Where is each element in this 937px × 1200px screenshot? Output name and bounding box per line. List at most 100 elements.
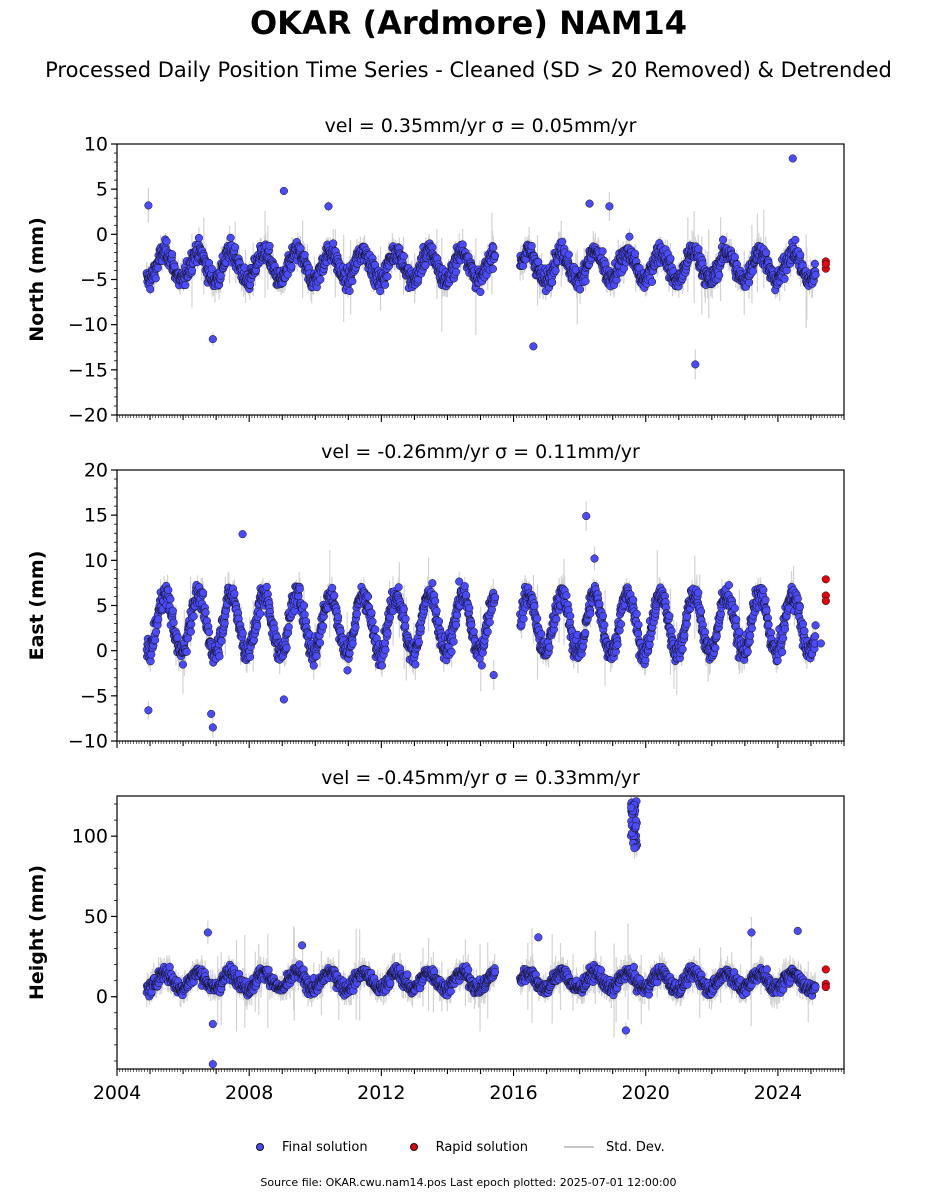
final-point xyxy=(299,601,309,610)
final-point xyxy=(328,583,337,592)
final-point xyxy=(282,643,291,652)
final-point xyxy=(300,250,309,260)
final-point xyxy=(154,615,163,624)
plot-area xyxy=(142,154,830,380)
final-point xyxy=(367,608,376,617)
final-point xyxy=(416,624,425,633)
final-solution-points xyxy=(142,512,825,732)
final-point xyxy=(730,253,739,262)
final-point xyxy=(376,287,385,296)
rapid-point xyxy=(821,260,830,269)
final-point xyxy=(287,262,296,271)
final-point xyxy=(489,243,498,252)
final-point xyxy=(434,617,444,626)
final-point xyxy=(231,243,240,252)
final-point xyxy=(715,271,724,280)
y-tick-label: 5 xyxy=(96,179,108,201)
final-point xyxy=(551,266,560,275)
final-point xyxy=(810,259,819,268)
final-point xyxy=(312,651,321,661)
final-point xyxy=(691,360,700,369)
final-point xyxy=(383,272,392,281)
final-point xyxy=(217,637,226,646)
y-tick-label: −15 xyxy=(68,359,108,381)
final-point xyxy=(431,596,440,606)
final-point xyxy=(401,614,410,623)
final-point xyxy=(534,257,543,267)
y-tick-label: −5 xyxy=(80,269,108,291)
figure-title: OKAR (Ardmore) NAM14 xyxy=(249,4,688,42)
final-point xyxy=(178,660,187,669)
final-point xyxy=(694,244,703,253)
final-point xyxy=(187,266,197,275)
final-point xyxy=(465,603,474,613)
final-point xyxy=(399,605,408,614)
final-point xyxy=(207,264,216,273)
final-point xyxy=(558,237,567,246)
final-point xyxy=(399,252,408,261)
final-point xyxy=(194,233,203,243)
final-point xyxy=(381,645,390,654)
final-point xyxy=(146,657,155,666)
panel-title: vel = 0.35mm/yr σ = 0.05mm/yr xyxy=(325,115,637,137)
final-point xyxy=(548,278,557,287)
final-solution-points xyxy=(142,154,820,369)
final-point xyxy=(343,666,352,675)
final-point xyxy=(300,610,309,619)
final-point xyxy=(351,623,360,632)
final-point xyxy=(226,233,235,242)
final-point xyxy=(215,652,224,661)
final-point xyxy=(296,244,305,253)
final-point xyxy=(181,281,190,290)
final-point xyxy=(428,579,437,588)
final-point xyxy=(411,660,420,669)
panel-north: 10 5 0 −5 −10 −15 −20 vel = 0.35mm/yr σ = 0.05m… xyxy=(26,115,845,427)
final-point xyxy=(460,582,469,591)
final-point xyxy=(368,617,377,626)
final-point xyxy=(383,629,392,638)
final-point xyxy=(452,267,461,276)
final-point xyxy=(238,629,247,638)
final-point xyxy=(469,627,478,636)
final-point xyxy=(153,263,162,272)
final-point xyxy=(564,250,573,259)
final-point xyxy=(811,270,820,279)
final-point xyxy=(315,638,325,647)
final-point xyxy=(796,250,805,259)
final-point xyxy=(352,609,361,618)
final-point xyxy=(762,248,771,257)
final-point xyxy=(334,612,343,622)
final-point xyxy=(748,267,757,276)
final-point xyxy=(647,277,657,286)
final-point xyxy=(455,577,464,586)
final-point xyxy=(348,639,357,648)
final-point xyxy=(146,285,155,294)
final-point xyxy=(625,232,634,241)
final-point xyxy=(605,202,614,211)
final-point xyxy=(329,239,338,248)
y-tick-label: 10 xyxy=(84,134,108,156)
final-point xyxy=(246,652,255,661)
final-point xyxy=(182,647,191,656)
final-point xyxy=(199,588,208,597)
final-point xyxy=(780,274,789,283)
final-point xyxy=(394,583,403,592)
final-point xyxy=(201,608,210,617)
final-point xyxy=(598,247,607,256)
final-point xyxy=(168,250,177,259)
final-point xyxy=(279,186,288,196)
final-point xyxy=(529,342,538,351)
final-point xyxy=(144,201,153,210)
final-point xyxy=(173,633,182,642)
final-point xyxy=(183,634,192,643)
final-point xyxy=(666,254,675,263)
final-point xyxy=(467,620,476,629)
final-point xyxy=(585,199,594,208)
final-point xyxy=(256,609,265,618)
final-point xyxy=(189,612,198,621)
final-point xyxy=(309,661,318,670)
y-tick-label: 0 xyxy=(96,224,108,246)
final-point xyxy=(490,251,500,260)
